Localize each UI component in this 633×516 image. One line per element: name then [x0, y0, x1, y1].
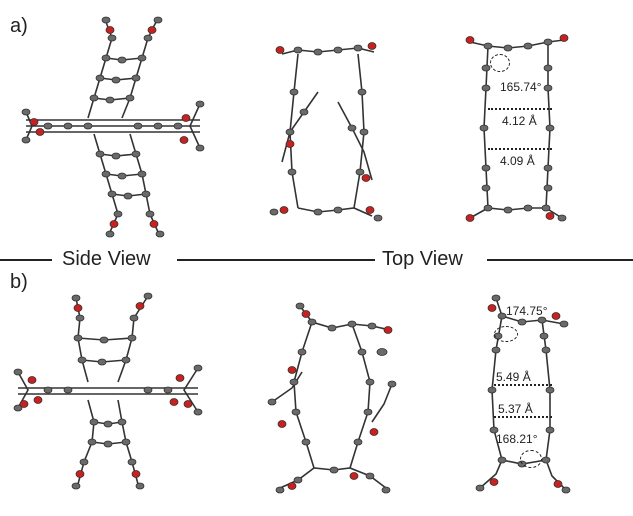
angle-arc-b-top — [494, 326, 518, 342]
structure-a-top-view-measured — [462, 28, 572, 232]
panel-a-label: a) — [10, 15, 28, 37]
structure-a-side-view — [18, 8, 208, 244]
distance-label-a-1: 4.12 Å — [502, 114, 537, 128]
structure-b-side-view — [8, 290, 208, 500]
distance-label-a-2: 4.09 Å — [500, 154, 535, 168]
divider-line-middle — [177, 259, 375, 261]
angle-label-b-top: 174.75° — [506, 304, 548, 318]
angle-label-b-bottom: 168.21° — [496, 432, 538, 446]
angle-arc-a — [490, 54, 510, 72]
panel-b-label: b) — [10, 271, 28, 293]
angle-arc-b-bottom — [520, 450, 542, 468]
distance-line-a-2 — [488, 148, 552, 150]
distance-label-b-2: 5.37 Å — [498, 402, 533, 416]
divider-line-left — [0, 259, 52, 261]
divider-line-right — [487, 259, 633, 261]
distance-line-b-2 — [494, 416, 552, 418]
structure-b-top-view-disordered — [262, 292, 402, 502]
angle-label-a: 165.74° — [500, 80, 542, 94]
distance-line-a-1 — [488, 108, 552, 110]
structure-a-top-view-disordered — [268, 32, 388, 232]
distance-line-b-1 — [494, 384, 552, 386]
structure-b-top-view-measured — [470, 290, 580, 504]
side-view-label: Side View — [62, 248, 151, 270]
top-view-label: Top View — [382, 248, 463, 270]
distance-label-b-1: 5.49 Å — [496, 370, 531, 384]
